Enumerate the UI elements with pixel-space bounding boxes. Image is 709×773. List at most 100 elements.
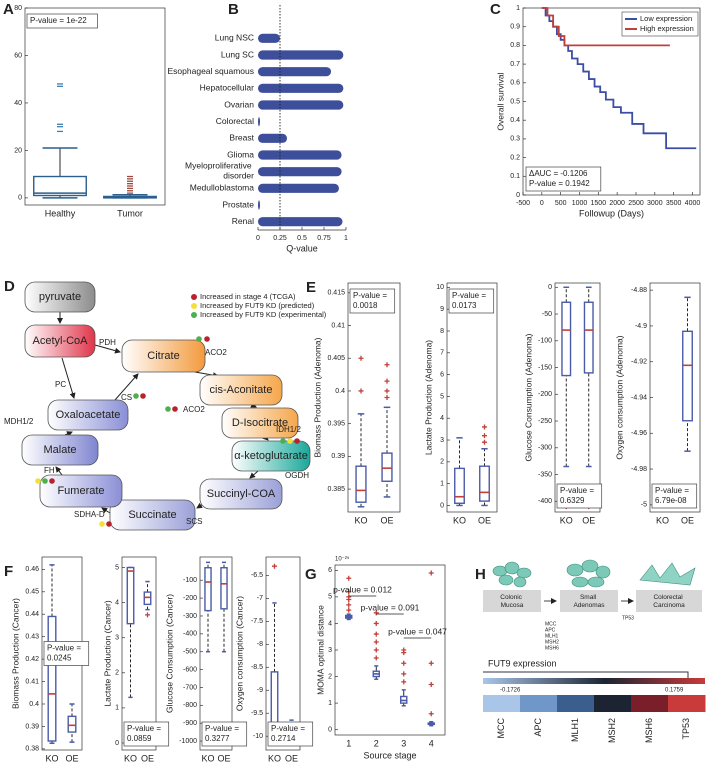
- y-tick-label: 1: [115, 705, 119, 712]
- y-axis-label: Glucose Consumption (Cancer): [164, 594, 174, 713]
- x-axis-label: Source stage: [363, 750, 416, 760]
- metabolite-node: [231, 440, 311, 472]
- scale-label: 0.1759: [665, 688, 684, 694]
- label-line: Myeloproliferative: [185, 161, 254, 171]
- box: [561, 301, 572, 377]
- legend-label: Increased by FUT9 KD (predicted): [200, 301, 315, 310]
- stage-box: [483, 590, 541, 612]
- annotation-box: [651, 483, 698, 509]
- metabolite-label: Malate: [43, 444, 76, 456]
- cell: [498, 574, 514, 586]
- y-tick-label: 6: [440, 371, 444, 378]
- panel-label: A: [3, 1, 14, 18]
- y-tick-label: 5: [328, 594, 332, 601]
- x-tick-label: KO: [268, 753, 281, 763]
- y-tick-label: Lung SC: [221, 49, 254, 59]
- cell: [571, 576, 589, 588]
- bar: [258, 33, 280, 43]
- outlier: [346, 607, 352, 613]
- x-tick-label: OE: [285, 753, 298, 763]
- outlier: [384, 378, 390, 384]
- box: [204, 567, 212, 612]
- x-axis-label: Followup (Days): [579, 208, 644, 218]
- plot-frame: [265, 556, 301, 751]
- y-tick-label: -4.94: [631, 394, 647, 401]
- x-tick-label: KO: [45, 753, 58, 763]
- y-tick-label: 9: [440, 306, 444, 313]
- pathway-arrows: [55, 312, 269, 514]
- y-tick-label: -4.9: [635, 323, 647, 330]
- y-axis-label: Oxygen consumption (Cancer): [234, 596, 244, 711]
- evidence-dot: [99, 521, 105, 527]
- y-tick-label: -600: [183, 666, 197, 673]
- y-tick-label: -7.5: [251, 618, 263, 625]
- annotation: P-value =: [47, 644, 81, 653]
- metabolite-label: Succinate: [128, 509, 176, 521]
- y-axis-label: Lactate Production (Cancer): [102, 600, 112, 706]
- cell: [504, 561, 520, 575]
- y-tick-label: -500: [183, 649, 197, 656]
- box: [454, 467, 465, 504]
- cell: [516, 567, 532, 579]
- label-line: Small: [580, 594, 598, 601]
- x-tick-label: 500: [555, 200, 567, 207]
- label-line: Adenomas: [573, 602, 605, 609]
- outlier: [373, 647, 379, 653]
- y-tick-label: 0: [548, 284, 552, 291]
- y-tick-label: 10: [436, 284, 444, 291]
- y-tick-label: -50: [542, 311, 552, 318]
- y-tick-label: -400: [183, 631, 197, 638]
- box: [355, 465, 367, 503]
- y-tick-label: Hepatocellular: [200, 83, 255, 93]
- metabolite-node: [39, 474, 123, 508]
- box: [479, 465, 490, 502]
- y-tick-label: -100: [183, 577, 197, 584]
- cell: [595, 565, 611, 579]
- enzyme-label: SDHA-D: [74, 510, 105, 519]
- cell-illustrations: [483, 559, 705, 684]
- y-tick-label: 0.43: [25, 634, 39, 641]
- metabolite-node: [109, 499, 196, 531]
- plot-frame: [24, 7, 166, 206]
- x-tick-label: OE: [217, 753, 230, 763]
- comparison-label: p-value = 0.091: [361, 602, 420, 612]
- box: [67, 715, 77, 733]
- annotation-box: [201, 721, 248, 747]
- y-tick-label: -5: [641, 502, 647, 509]
- outlier: [482, 433, 487, 439]
- annotation: P-value =: [353, 291, 387, 300]
- y-tick-label: Prostate: [222, 199, 254, 209]
- y-tick-label: 0.8: [510, 42, 520, 49]
- bar: [258, 217, 343, 227]
- y-tick-label: 0.395: [327, 421, 345, 428]
- mutation-label: MSH6: [545, 645, 559, 651]
- outlier: [358, 388, 364, 394]
- stage-box: [636, 590, 702, 612]
- plot-frame: [199, 556, 233, 751]
- y-tick-label: 0.415: [327, 290, 345, 297]
- evidence-dot: [49, 478, 55, 484]
- bar: [258, 83, 344, 93]
- y-tick-label: -100: [538, 338, 552, 345]
- y-tick-label: 1: [516, 5, 520, 12]
- mutation-label: MCC: [545, 621, 557, 627]
- annotation: 0.6329: [560, 496, 585, 505]
- y-tick-label: -150: [538, 364, 552, 371]
- y-tick-label: 5: [115, 564, 119, 571]
- y-tick-label: Esophageal squamous: [168, 66, 254, 76]
- y-tick-label: 0.405: [327, 355, 345, 362]
- cell: [566, 563, 584, 577]
- y-tick-label: 0.4: [335, 388, 345, 395]
- arrow: [101, 507, 111, 514]
- y-tick-label: -1000: [179, 738, 197, 745]
- annotation: 0.0245: [47, 654, 72, 663]
- y-tick-label: 0.39: [331, 453, 345, 460]
- y-axis-label: Oxygen consumption (Adenoma): [614, 335, 624, 459]
- evidence-dot: [133, 393, 139, 399]
- outlier: [482, 424, 487, 430]
- plot-frame: [121, 556, 157, 751]
- x-tick-label: 4: [429, 738, 434, 748]
- y-tick-label: 0.5: [510, 98, 520, 105]
- bar: [258, 200, 260, 210]
- y-tick-label: -9: [257, 687, 263, 694]
